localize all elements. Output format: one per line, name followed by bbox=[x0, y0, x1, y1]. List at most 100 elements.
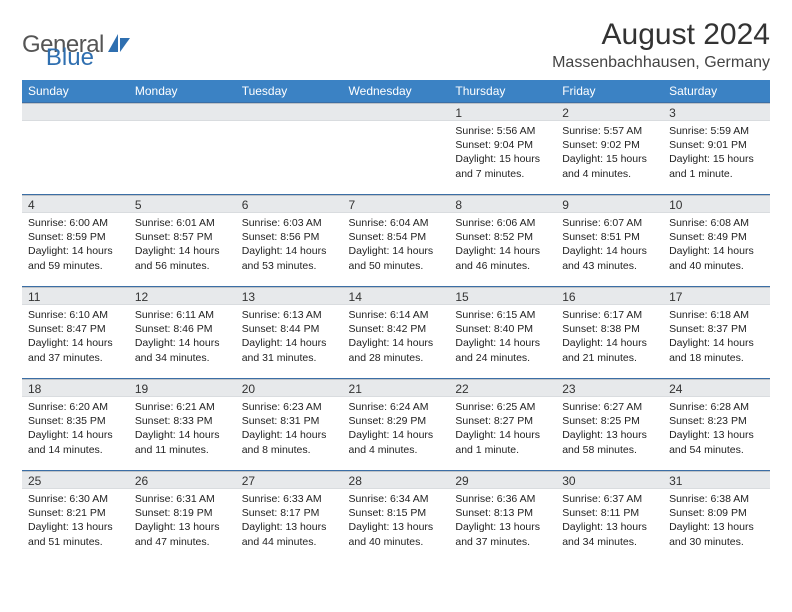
day-cell: 4Sunrise: 6:00 AMSunset: 8:59 PMDaylight… bbox=[22, 195, 129, 287]
day-cell bbox=[22, 103, 129, 195]
day-cell: 15Sunrise: 6:15 AMSunset: 8:40 PMDayligh… bbox=[449, 287, 556, 379]
day-cell: 20Sunrise: 6:23 AMSunset: 8:31 PMDayligh… bbox=[236, 379, 343, 471]
day-details: Sunrise: 6:15 AMSunset: 8:40 PMDaylight:… bbox=[449, 305, 556, 369]
sunrise-text: Sunrise: 5:57 AM bbox=[562, 124, 657, 138]
week-row: 4Sunrise: 6:00 AMSunset: 8:59 PMDaylight… bbox=[22, 195, 770, 287]
day-details: Sunrise: 6:00 AMSunset: 8:59 PMDaylight:… bbox=[22, 213, 129, 277]
day-cell: 28Sunrise: 6:34 AMSunset: 8:15 PMDayligh… bbox=[343, 471, 450, 563]
day-cell: 12Sunrise: 6:11 AMSunset: 8:46 PMDayligh… bbox=[129, 287, 236, 379]
day-details: Sunrise: 6:31 AMSunset: 8:19 PMDaylight:… bbox=[129, 489, 236, 553]
day-details: Sunrise: 6:36 AMSunset: 8:13 PMDaylight:… bbox=[449, 489, 556, 553]
sunset-text: Sunset: 8:59 PM bbox=[28, 230, 123, 244]
day-details: Sunrise: 6:18 AMSunset: 8:37 PMDaylight:… bbox=[663, 305, 770, 369]
sunrise-text: Sunrise: 6:07 AM bbox=[562, 216, 657, 230]
day-cell bbox=[236, 103, 343, 195]
sunrise-text: Sunrise: 6:21 AM bbox=[135, 400, 230, 414]
day-cell: 31Sunrise: 6:38 AMSunset: 8:09 PMDayligh… bbox=[663, 471, 770, 563]
sunset-text: Sunset: 8:42 PM bbox=[349, 322, 444, 336]
daylight-text: Daylight: 15 hours and 1 minute. bbox=[669, 152, 764, 180]
day-details: Sunrise: 6:06 AMSunset: 8:52 PMDaylight:… bbox=[449, 213, 556, 277]
sunrise-text: Sunrise: 6:28 AM bbox=[669, 400, 764, 414]
page-header: General Blue August 2024 Massenbachhause… bbox=[22, 18, 770, 72]
daylight-text: Daylight: 14 hours and 53 minutes. bbox=[242, 244, 337, 272]
day-number: 22 bbox=[449, 379, 556, 397]
sunrise-text: Sunrise: 6:06 AM bbox=[455, 216, 550, 230]
day-details: Sunrise: 6:01 AMSunset: 8:57 PMDaylight:… bbox=[129, 213, 236, 277]
day-details: Sunrise: 6:37 AMSunset: 8:11 PMDaylight:… bbox=[556, 489, 663, 553]
sunset-text: Sunset: 8:46 PM bbox=[135, 322, 230, 336]
day-details: Sunrise: 6:21 AMSunset: 8:33 PMDaylight:… bbox=[129, 397, 236, 461]
day-number: 17 bbox=[663, 287, 770, 305]
day-cell: 18Sunrise: 6:20 AMSunset: 8:35 PMDayligh… bbox=[22, 379, 129, 471]
sunset-text: Sunset: 8:23 PM bbox=[669, 414, 764, 428]
sunset-text: Sunset: 8:11 PM bbox=[562, 506, 657, 520]
day-number: 5 bbox=[129, 195, 236, 213]
brand-logo: General Blue bbox=[22, 18, 94, 72]
daylight-text: Daylight: 14 hours and 50 minutes. bbox=[349, 244, 444, 272]
daylight-text: Daylight: 14 hours and 59 minutes. bbox=[28, 244, 123, 272]
sunset-text: Sunset: 8:35 PM bbox=[28, 414, 123, 428]
daylight-text: Daylight: 14 hours and 4 minutes. bbox=[349, 428, 444, 456]
day-number: 18 bbox=[22, 379, 129, 397]
daylight-text: Daylight: 14 hours and 21 minutes. bbox=[562, 336, 657, 364]
daylight-text: Daylight: 13 hours and 44 minutes. bbox=[242, 520, 337, 548]
week-row: 18Sunrise: 6:20 AMSunset: 8:35 PMDayligh… bbox=[22, 379, 770, 471]
day-number: 13 bbox=[236, 287, 343, 305]
day-cell: 27Sunrise: 6:33 AMSunset: 8:17 PMDayligh… bbox=[236, 471, 343, 563]
day-cell: 14Sunrise: 6:14 AMSunset: 8:42 PMDayligh… bbox=[343, 287, 450, 379]
dayhead-tue: Tuesday bbox=[236, 80, 343, 103]
daylight-text: Daylight: 14 hours and 34 minutes. bbox=[135, 336, 230, 364]
week-row: 1Sunrise: 5:56 AMSunset: 9:04 PMDaylight… bbox=[22, 103, 770, 195]
sunrise-text: Sunrise: 6:20 AM bbox=[28, 400, 123, 414]
daylight-text: Daylight: 14 hours and 46 minutes. bbox=[455, 244, 550, 272]
sunset-text: Sunset: 8:15 PM bbox=[349, 506, 444, 520]
daylight-text: Daylight: 14 hours and 40 minutes. bbox=[669, 244, 764, 272]
daylight-text: Daylight: 14 hours and 56 minutes. bbox=[135, 244, 230, 272]
day-details: Sunrise: 5:57 AMSunset: 9:02 PMDaylight:… bbox=[556, 121, 663, 185]
day-details: Sunrise: 6:27 AMSunset: 8:25 PMDaylight:… bbox=[556, 397, 663, 461]
day-details: Sunrise: 6:08 AMSunset: 8:49 PMDaylight:… bbox=[663, 213, 770, 277]
daylight-text: Daylight: 14 hours and 28 minutes. bbox=[349, 336, 444, 364]
daylight-text: Daylight: 14 hours and 24 minutes. bbox=[455, 336, 550, 364]
day-details: Sunrise: 6:14 AMSunset: 8:42 PMDaylight:… bbox=[343, 305, 450, 369]
sunset-text: Sunset: 8:40 PM bbox=[455, 322, 550, 336]
sunset-text: Sunset: 8:31 PM bbox=[242, 414, 337, 428]
sunrise-text: Sunrise: 6:04 AM bbox=[349, 216, 444, 230]
sunrise-text: Sunrise: 6:10 AM bbox=[28, 308, 123, 322]
dayhead-fri: Friday bbox=[556, 80, 663, 103]
day-number: 21 bbox=[343, 379, 450, 397]
daylight-text: Daylight: 13 hours and 30 minutes. bbox=[669, 520, 764, 548]
dayhead-wed: Wednesday bbox=[343, 80, 450, 103]
daylight-text: Daylight: 13 hours and 40 minutes. bbox=[349, 520, 444, 548]
day-cell: 11Sunrise: 6:10 AMSunset: 8:47 PMDayligh… bbox=[22, 287, 129, 379]
daylight-text: Daylight: 13 hours and 34 minutes. bbox=[562, 520, 657, 548]
daylight-text: Daylight: 14 hours and 43 minutes. bbox=[562, 244, 657, 272]
day-cell: 13Sunrise: 6:13 AMSunset: 8:44 PMDayligh… bbox=[236, 287, 343, 379]
day-cell: 7Sunrise: 6:04 AMSunset: 8:54 PMDaylight… bbox=[343, 195, 450, 287]
day-number: 14 bbox=[343, 287, 450, 305]
sunset-text: Sunset: 9:02 PM bbox=[562, 138, 657, 152]
sunrise-text: Sunrise: 6:17 AM bbox=[562, 308, 657, 322]
sunrise-text: Sunrise: 6:01 AM bbox=[135, 216, 230, 230]
dayhead-mon: Monday bbox=[129, 80, 236, 103]
daylight-text: Daylight: 14 hours and 18 minutes. bbox=[669, 336, 764, 364]
day-cell: 8Sunrise: 6:06 AMSunset: 8:52 PMDaylight… bbox=[449, 195, 556, 287]
day-cell: 22Sunrise: 6:25 AMSunset: 8:27 PMDayligh… bbox=[449, 379, 556, 471]
day-details: Sunrise: 5:56 AMSunset: 9:04 PMDaylight:… bbox=[449, 121, 556, 185]
day-cell: 17Sunrise: 6:18 AMSunset: 8:37 PMDayligh… bbox=[663, 287, 770, 379]
day-details: Sunrise: 6:25 AMSunset: 8:27 PMDaylight:… bbox=[449, 397, 556, 461]
daylight-text: Daylight: 14 hours and 8 minutes. bbox=[242, 428, 337, 456]
sunset-text: Sunset: 8:33 PM bbox=[135, 414, 230, 428]
day-number: 4 bbox=[22, 195, 129, 213]
sunrise-text: Sunrise: 6:13 AM bbox=[242, 308, 337, 322]
day-details: Sunrise: 6:23 AMSunset: 8:31 PMDaylight:… bbox=[236, 397, 343, 461]
day-details: Sunrise: 6:28 AMSunset: 8:23 PMDaylight:… bbox=[663, 397, 770, 461]
day-number: 29 bbox=[449, 471, 556, 489]
dayhead-thu: Thursday bbox=[449, 80, 556, 103]
day-number: 6 bbox=[236, 195, 343, 213]
day-number: 15 bbox=[449, 287, 556, 305]
sunrise-text: Sunrise: 5:56 AM bbox=[455, 124, 550, 138]
sunrise-text: Sunrise: 6:37 AM bbox=[562, 492, 657, 506]
sunset-text: Sunset: 8:27 PM bbox=[455, 414, 550, 428]
day-details: Sunrise: 6:20 AMSunset: 8:35 PMDaylight:… bbox=[22, 397, 129, 461]
